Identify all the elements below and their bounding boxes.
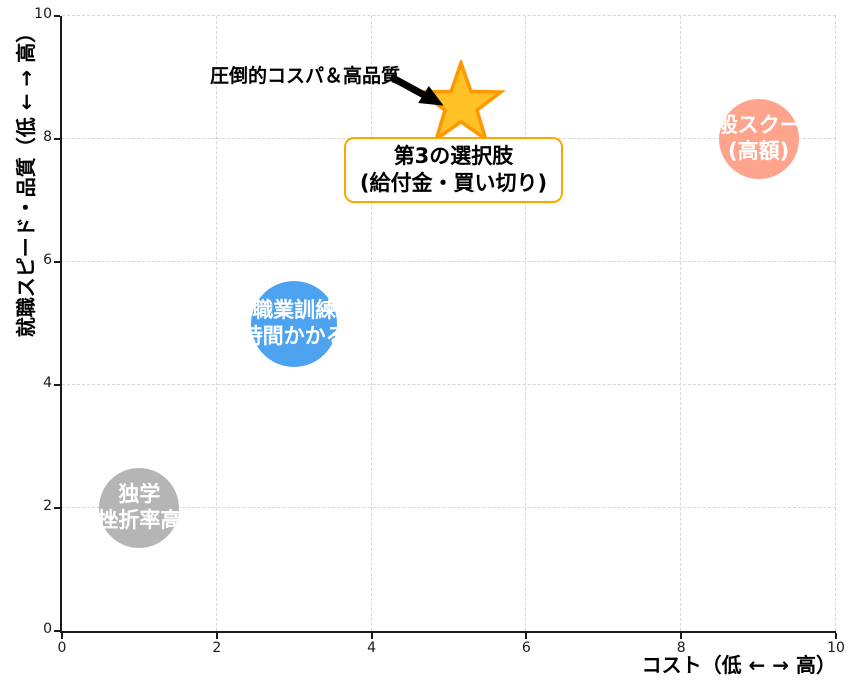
x-tick-label: 8 — [676, 640, 686, 656]
bubble-label: 独学 — [118, 482, 161, 507]
x-tick-mark — [835, 633, 837, 639]
x-tick-mark — [680, 633, 683, 639]
y-axis-label: 就職スピード・品質（低 ← → 高） — [14, 22, 38, 338]
y-tick-mark — [54, 138, 60, 140]
callout-annotation-text: 圧倒的コスパ＆高品質 — [210, 65, 401, 87]
x-tick-mark — [525, 633, 528, 639]
y-gridline — [62, 15, 836, 16]
y-tick-label: 2 — [43, 498, 52, 514]
y-gridline — [62, 261, 836, 262]
x-gridline — [215, 16, 217, 631]
y-tick-label: 4 — [43, 375, 52, 391]
x-gridline — [370, 16, 372, 631]
x-tick-mark — [370, 633, 373, 639]
third-option-callout-box: 第3の選択肢 (給付金・買い切り) — [344, 137, 563, 203]
x-tick-label: 6 — [521, 640, 531, 656]
x-gridline — [525, 16, 527, 631]
x-tick-label: 0 — [57, 640, 67, 656]
bubble-label: 職業訓練 — [252, 297, 337, 322]
y-gridline — [62, 507, 836, 508]
x-gridline — [680, 16, 682, 631]
callout-arrow-icon — [389, 73, 444, 106]
y-tick-mark — [54, 261, 60, 263]
x-gridline — [835, 16, 836, 631]
y-tick-mark — [54, 630, 60, 632]
y-tick-label: 8 — [43, 129, 52, 145]
bubble-label: 時間かかる — [241, 323, 347, 348]
axis-spines — [60, 16, 836, 633]
y-tick-mark — [54, 384, 60, 386]
y-gridline — [62, 384, 836, 385]
x-tick-label: 4 — [367, 640, 377, 656]
bubble-label: 挫折率高 — [97, 508, 182, 532]
y-tick-label: 0 — [43, 621, 52, 637]
x-tick-mark — [61, 633, 63, 639]
bubble-ippan-school: 一般スクール (高額) — [696, 99, 822, 179]
callout-box-line-2: (給付金・買い切り) — [359, 171, 548, 195]
callout-box-line-1: 第3の選択肢 — [393, 143, 514, 168]
x-tick-label: 10 — [827, 640, 845, 656]
bubble-shokugyo-kunren: 職業訓練 時間かかる — [242, 280, 347, 367]
y-tick-mark — [54, 15, 60, 17]
bubble-label: 一般スクール — [695, 113, 822, 138]
x-tick-label: 2 — [212, 640, 222, 656]
y-tick-mark — [54, 507, 60, 509]
x-axis-label: コスト（低 ← → 高） — [641, 653, 836, 677]
y-tick-label: 10 — [34, 6, 52, 22]
y-tick-label: 6 — [43, 252, 52, 268]
bubble-dokugaku: 独学 挫折率高 — [97, 468, 182, 548]
bubble-label: (高額) — [727, 139, 790, 163]
x-tick-mark — [215, 633, 218, 639]
